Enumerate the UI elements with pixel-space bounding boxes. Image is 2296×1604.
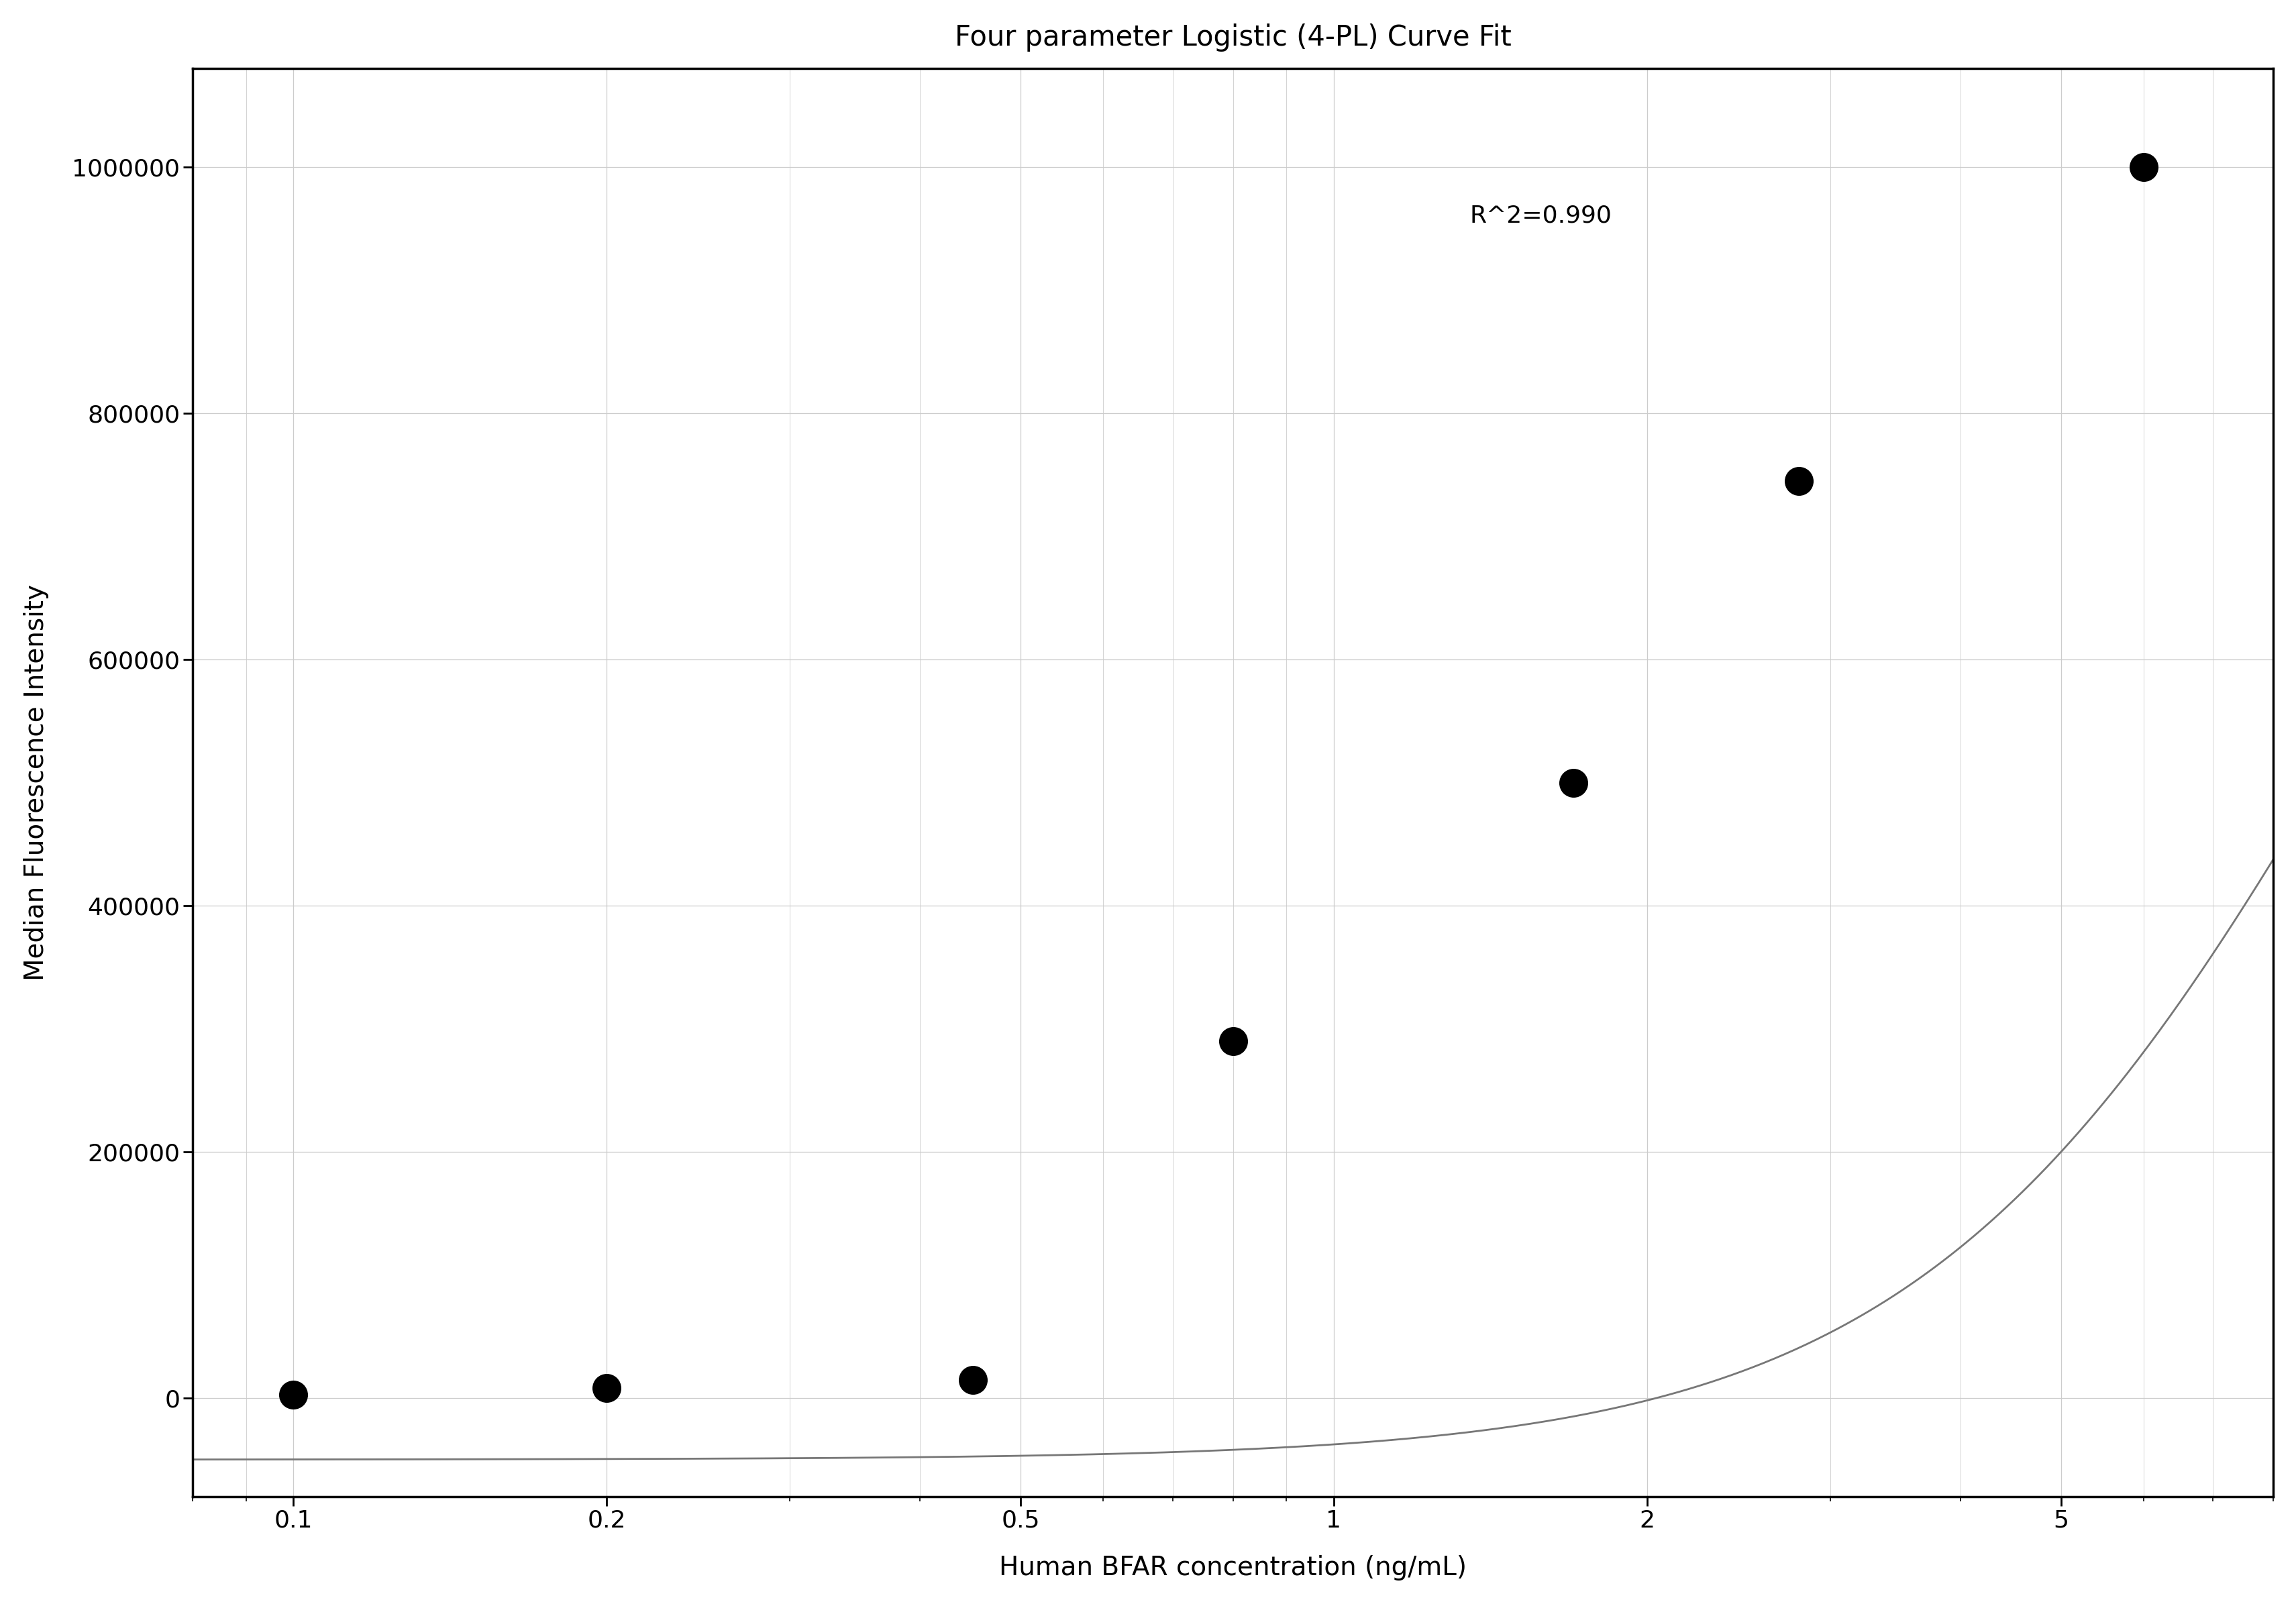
Point <box>955 1367 992 1392</box>
Title: Four parameter Logistic (4-PL) Curve Fit: Four parameter Logistic (4-PL) Curve Fit <box>955 24 1511 51</box>
X-axis label: Human BFAR concentration (ng/mL): Human BFAR concentration (ng/mL) <box>999 1556 1467 1580</box>
Y-axis label: Median Fluorescence Intensity: Median Fluorescence Intensity <box>23 584 48 982</box>
Point <box>2124 154 2161 180</box>
Point <box>276 1381 312 1407</box>
Text: R^2=0.990: R^2=0.990 <box>1469 204 1612 228</box>
Point <box>1215 1028 1251 1054</box>
Point <box>1779 468 1816 494</box>
Point <box>1554 770 1591 796</box>
Point <box>588 1375 625 1400</box>
